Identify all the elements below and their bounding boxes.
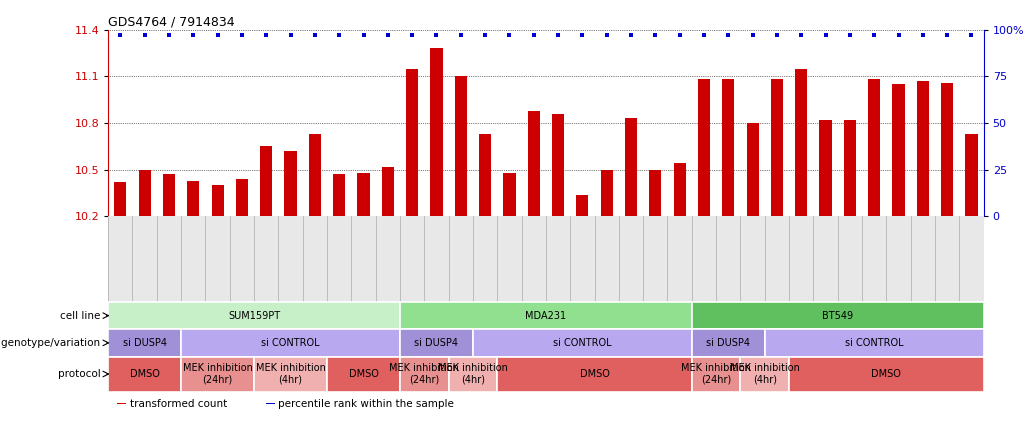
Bar xyxy=(747,123,759,217)
Bar xyxy=(527,110,540,217)
Bar xyxy=(116,403,127,404)
Bar xyxy=(309,134,321,217)
Bar xyxy=(406,69,418,217)
Text: MEK inhibition
(4hr): MEK inhibition (4hr) xyxy=(730,363,799,385)
Bar xyxy=(820,120,831,217)
Bar xyxy=(600,170,613,217)
Bar xyxy=(400,329,473,357)
Text: transformed count: transformed count xyxy=(130,399,227,409)
Bar xyxy=(577,195,588,217)
Text: BT549: BT549 xyxy=(822,310,853,321)
Bar xyxy=(770,80,783,217)
Bar xyxy=(941,82,953,217)
Bar xyxy=(327,357,400,392)
Bar xyxy=(211,185,224,217)
Bar xyxy=(400,357,449,392)
Bar xyxy=(454,76,467,217)
Bar xyxy=(674,163,686,217)
Bar xyxy=(357,173,370,217)
Bar xyxy=(764,329,984,357)
Text: MEK inhibition
(24hr): MEK inhibition (24hr) xyxy=(182,363,252,385)
Text: si DUSP4: si DUSP4 xyxy=(123,338,167,348)
Text: si CONTROL: si CONTROL xyxy=(553,338,612,348)
Bar xyxy=(965,134,977,217)
Text: si DUSP4: si DUSP4 xyxy=(707,338,750,348)
Bar xyxy=(261,146,272,217)
Bar xyxy=(254,357,327,392)
Bar xyxy=(473,329,692,357)
Bar xyxy=(108,302,400,329)
Bar xyxy=(114,182,127,217)
Text: MEK inhibition
(4hr): MEK inhibition (4hr) xyxy=(255,363,325,385)
Text: DMSO: DMSO xyxy=(580,369,610,379)
Text: protocol: protocol xyxy=(58,369,104,379)
Bar xyxy=(741,357,789,392)
Text: si CONTROL: si CONTROL xyxy=(262,338,320,348)
Text: GDS4764 / 7914834: GDS4764 / 7914834 xyxy=(108,16,235,28)
Text: MEK inhibition
(24hr): MEK inhibition (24hr) xyxy=(389,363,459,385)
Bar xyxy=(400,302,692,329)
Bar xyxy=(187,181,200,217)
Bar xyxy=(868,80,881,217)
Text: cell line: cell line xyxy=(60,310,104,321)
Text: percentile rank within the sample: percentile rank within the sample xyxy=(278,399,454,409)
Bar xyxy=(649,170,661,217)
Bar xyxy=(139,170,150,217)
Text: si DUSP4: si DUSP4 xyxy=(414,338,458,348)
Text: MEK inhibition
(4hr): MEK inhibition (4hr) xyxy=(438,363,508,385)
Bar xyxy=(479,134,491,217)
Bar xyxy=(382,167,393,217)
Bar xyxy=(497,357,692,392)
Bar xyxy=(795,69,808,217)
Bar xyxy=(108,329,181,357)
Text: SUM159PT: SUM159PT xyxy=(228,310,280,321)
Text: DMSO: DMSO xyxy=(130,369,160,379)
Bar xyxy=(431,48,443,217)
Bar xyxy=(844,120,856,217)
Bar xyxy=(108,357,181,392)
Bar xyxy=(181,329,400,357)
Bar xyxy=(692,329,764,357)
Bar xyxy=(449,357,497,392)
Text: si CONTROL: si CONTROL xyxy=(845,338,903,348)
Bar xyxy=(504,173,515,217)
Text: MEK inhibition
(24hr): MEK inhibition (24hr) xyxy=(681,363,751,385)
Bar xyxy=(163,174,175,217)
Bar xyxy=(236,179,248,217)
Bar xyxy=(698,80,710,217)
Bar xyxy=(181,357,254,392)
Text: MDA231: MDA231 xyxy=(525,310,566,321)
Bar xyxy=(692,357,741,392)
Bar xyxy=(917,81,929,217)
Text: genotype/variation: genotype/variation xyxy=(1,338,104,348)
Bar xyxy=(789,357,984,392)
Bar xyxy=(892,84,904,217)
Bar xyxy=(333,174,345,217)
Bar xyxy=(722,80,734,217)
Bar xyxy=(266,403,275,404)
Bar xyxy=(284,151,297,217)
Bar xyxy=(625,118,638,217)
Text: DMSO: DMSO xyxy=(871,369,901,379)
Bar xyxy=(692,302,984,329)
Bar xyxy=(552,114,564,217)
Text: DMSO: DMSO xyxy=(348,369,378,379)
